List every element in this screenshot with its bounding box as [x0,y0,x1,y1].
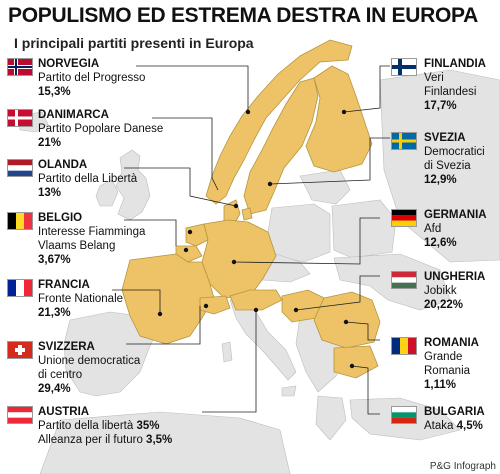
percent-value: 3,5% [146,434,173,446]
hungary-flag-icon [392,272,416,288]
percent-value: 1,11% [424,379,456,391]
germany-shape [201,219,277,299]
country-name: GERMANIA [424,209,487,221]
party-name: Afd [424,223,442,235]
finland-shape [305,65,373,173]
country-name: SVIZZERA [38,341,95,353]
percent-value: 12,9% [424,174,457,186]
party-name: Partito della libertà [38,420,134,432]
percent-value: 29,4% [38,383,71,395]
party-name-line-2: Finlandesi [424,86,477,98]
party-name-line-1: Interesse Fiamminga [38,226,146,238]
party-name-line-2: Vlaams Belang [38,240,116,252]
page-subtitle: I principali partiti presenti in Europa [14,35,254,51]
percent-value: 21,3% [38,307,71,319]
country-name: BELGIO [38,212,83,224]
country-name: ROMANIA [424,337,479,349]
germany-flag-icon [392,210,416,226]
country-name: BULGARIA [424,406,485,418]
party-name-line-1: Unione democratica [38,355,141,367]
party-name-line-1: Democratici [424,146,485,158]
sweden-flag-icon [392,133,416,149]
percent-value: 21% [38,137,62,149]
party-row: Ataka 4,5% [424,419,485,433]
background-land [17,69,500,474]
page-title: POPULISMO ED ESTREMA DESTRA IN EUROPA [8,4,478,27]
bulgaria-shape [333,345,379,379]
country-name: FINLANDIA [424,58,486,70]
party-name-line-1: Grande [424,351,463,363]
highlighted-countries [121,39,381,379]
percent-value: 3,67% [38,254,71,266]
norway-shape [205,39,353,205]
party-name: Partito della Libertà [38,173,138,185]
party-row: Alleanza per il futuro 3,5% [38,433,172,447]
country-name: NORVEGIA [38,58,100,70]
party-name-line-2: di Svezia [424,160,471,172]
country-name: SVEZIA [424,132,466,144]
percent-value: 12,6% [424,237,457,249]
party-name-line-1: Veri [424,72,444,84]
party-name: Jobikk [424,285,457,297]
switzerland-flag-icon [8,342,32,358]
percent-value: 4,5% [456,420,483,432]
country-name: UNGHERIA [424,271,486,283]
belgium-flag-icon [8,213,32,229]
netherlands-flag-icon [8,160,32,176]
country-name: FRANCIA [38,279,90,291]
netherlands-shape [185,223,209,247]
party-name: Partito Popolare Danese [38,123,164,135]
denmark-flag-icon [8,110,32,126]
party-name: Alleanza per il futuro [38,434,143,446]
percent-value: 35% [136,420,160,432]
party-name-line-2: Romania [424,365,471,377]
finland-flag-icon [392,59,416,75]
france-flag-icon [8,280,32,296]
party-name: Fronte Nationale [38,293,124,305]
austria-flag-icon [8,407,32,423]
party-row: Partito della libertà 35% [38,419,172,433]
bulgaria-flag-icon [392,407,416,423]
france-shape [121,253,215,345]
sweden-shape [243,77,319,215]
party-name: Partito del Progresso [38,72,146,84]
percent-value: 20,22% [424,299,464,311]
percent-value: 13% [38,187,62,199]
party-name: Ataka [424,420,454,432]
credit-text: P&G Infograph [429,461,496,472]
norway-flag-icon [8,59,32,75]
country-name: OLANDA [38,159,88,171]
percent-value: 15,3% [38,86,71,98]
country-markers [157,109,355,369]
country-name: DANIMARCA [38,109,109,121]
country-name: AUSTRIA [38,406,90,418]
romania-flag-icon [392,338,416,354]
percent-value: 17,7% [424,100,457,112]
leader-lines [112,65,390,415]
party-name-line-2: di centro [38,369,83,381]
